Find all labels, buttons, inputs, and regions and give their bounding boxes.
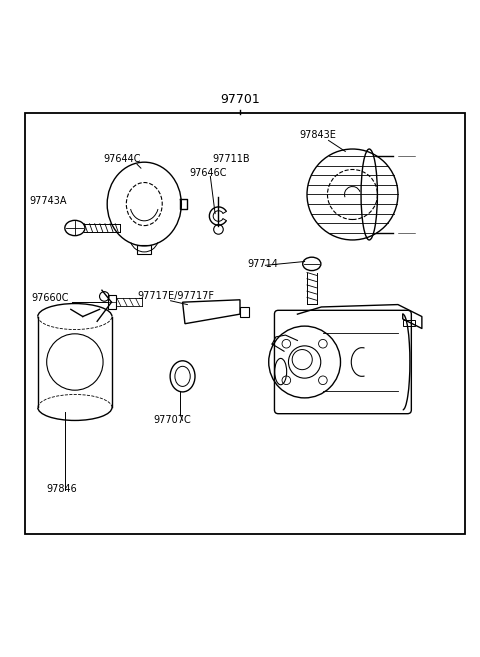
Text: 97701: 97701 [220, 93, 260, 106]
Text: 97843E: 97843E [300, 130, 336, 141]
Text: 97646C: 97646C [190, 168, 227, 178]
Text: 97660C: 97660C [32, 293, 69, 303]
Bar [24, 113, 465, 534]
Text: 97644C: 97644C [104, 154, 141, 164]
Bar [137, 245, 152, 254]
Text: 97743A: 97743A [29, 196, 67, 206]
Bar [108, 295, 116, 309]
Bar [403, 321, 415, 326]
Bar [240, 307, 249, 317]
Text: 97711B: 97711B [213, 154, 251, 164]
Text: 97714: 97714 [247, 259, 278, 269]
Text: 97846: 97846 [46, 484, 77, 493]
Text: 97707C: 97707C [153, 415, 191, 425]
Text: 97717E/97717F: 97717E/97717F [137, 291, 214, 301]
